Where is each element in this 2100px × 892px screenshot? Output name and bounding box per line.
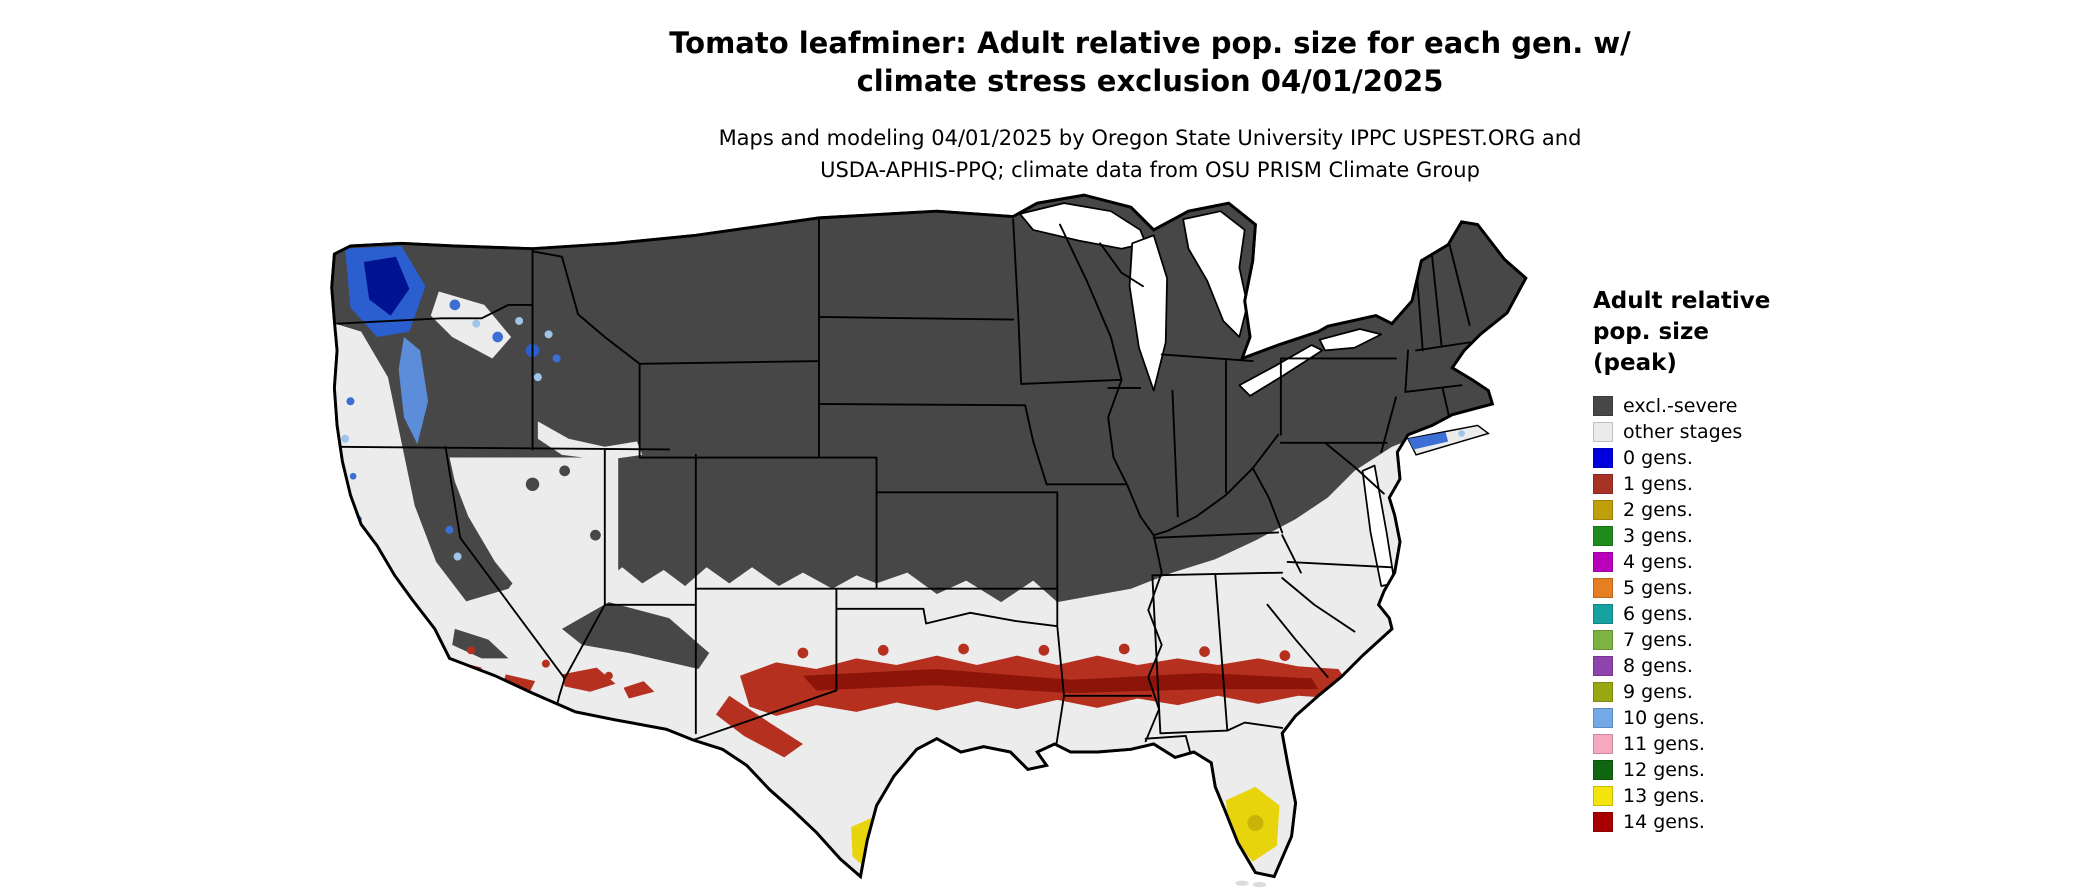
legend-label: 13 gens. — [1623, 785, 1705, 807]
legend-label: 5 gens. — [1623, 577, 1693, 599]
region-zero-gens — [341, 245, 561, 561]
legend-swatch — [1593, 682, 1613, 702]
legend-row: 8 gens. — [1593, 653, 1893, 679]
legend-title-line2: pop. size — [1593, 319, 1710, 345]
legend: Adult relative pop. size (peak) excl.-seve… — [1593, 286, 1893, 835]
lake-ontario — [1318, 328, 1383, 352]
legend-label: 4 gens. — [1623, 551, 1693, 573]
legend-label: 9 gens. — [1623, 681, 1693, 703]
legend-swatch — [1593, 474, 1613, 494]
legend-swatch — [1593, 578, 1613, 598]
legend-title-line1: Adult relative — [1593, 288, 1771, 314]
legend-label: 12 gens. — [1623, 759, 1705, 781]
legend-row: 2 gens. — [1593, 497, 1893, 523]
legend-label: 7 gens. — [1623, 629, 1693, 651]
map-header: Tomato leafminer: Adult relative pop. si… — [200, 24, 2100, 186]
legend-row: 4 gens. — [1593, 549, 1893, 575]
legend-items: excl.-severe other stages 0 gens. 1 gens… — [1593, 393, 1893, 835]
legend-swatch — [1593, 812, 1613, 832]
florida-keys — [1235, 880, 1267, 888]
legend-row: 13 gens. — [1593, 783, 1893, 809]
legend-swatch — [1593, 708, 1613, 728]
legend-row: other stages — [1593, 419, 1893, 445]
legend-row: 12 gens. — [1593, 757, 1893, 783]
map-title-line2: climate stress exclusion 04/01/2025 — [856, 64, 1444, 98]
legend-row: 1 gens. — [1593, 471, 1893, 497]
legend-swatch — [1593, 500, 1613, 520]
legend-label: excl.-severe — [1623, 395, 1738, 417]
legend-swatch — [1593, 760, 1613, 780]
legend-row: 9 gens. — [1593, 679, 1893, 705]
legend-row: 0 gens. — [1593, 445, 1893, 471]
map-title: Tomato leafminer: Adult relative pop. si… — [200, 24, 2100, 100]
legend-label: 0 gens. — [1623, 447, 1693, 469]
us-outline — [330, 193, 1528, 880]
legend-label: 11 gens. — [1623, 733, 1705, 755]
map-subtitle-line2: USDA-APHIS-PPQ; climate data from OSU PR… — [820, 158, 1480, 182]
legend-row: 3 gens. — [1593, 523, 1893, 549]
legend-swatch — [1593, 786, 1613, 806]
legend-swatch — [1593, 630, 1613, 650]
legend-row: 14 gens. — [1593, 809, 1893, 835]
legend-row: 5 gens. — [1593, 575, 1893, 601]
legend-swatch — [1593, 448, 1613, 468]
legend-label: 14 gens. — [1623, 811, 1705, 833]
legend-row: 6 gens. — [1593, 601, 1893, 627]
legend-swatch — [1593, 656, 1613, 676]
lake-huron — [1182, 210, 1249, 338]
legend-label: 1 gens. — [1623, 473, 1693, 495]
lake-michigan — [1128, 234, 1168, 392]
map-subtitle: Maps and modeling 04/01/2025 by Oregon S… — [200, 122, 2100, 186]
legend-swatch — [1593, 734, 1613, 754]
legend-title-line3: (peak) — [1593, 350, 1677, 376]
legend-swatch — [1593, 604, 1613, 624]
map-container — [321, 187, 1566, 890]
region-one-gen — [452, 643, 1350, 758]
legend-label: 10 gens. — [1623, 707, 1705, 729]
legend-row: excl.-severe — [1593, 393, 1893, 419]
legend-row: 7 gens. — [1593, 627, 1893, 653]
state-borders — [336, 215, 1471, 757]
legend-swatch — [1593, 552, 1613, 572]
map-subtitle-line1: Maps and modeling 04/01/2025 by Oregon S… — [718, 126, 1582, 150]
legend-label: 2 gens. — [1623, 499, 1693, 521]
long-island — [1406, 424, 1490, 456]
legend-row: 10 gens. — [1593, 705, 1893, 731]
legend-swatch — [1593, 422, 1613, 442]
legend-title: Adult relative pop. size (peak) — [1593, 286, 1893, 379]
map-title-line1: Tomato leafminer: Adult relative pop. si… — [669, 26, 1631, 60]
legend-swatch — [1593, 396, 1613, 416]
us-map — [330, 193, 1528, 888]
legend-label: 3 gens. — [1623, 525, 1693, 547]
legend-label: 6 gens. — [1623, 603, 1693, 625]
legend-row: 11 gens. — [1593, 731, 1893, 757]
legend-label: other stages — [1623, 421, 1743, 443]
region-two-gens — [851, 786, 1280, 874]
legend-swatch — [1593, 526, 1613, 546]
legend-label: 8 gens. — [1623, 655, 1693, 677]
